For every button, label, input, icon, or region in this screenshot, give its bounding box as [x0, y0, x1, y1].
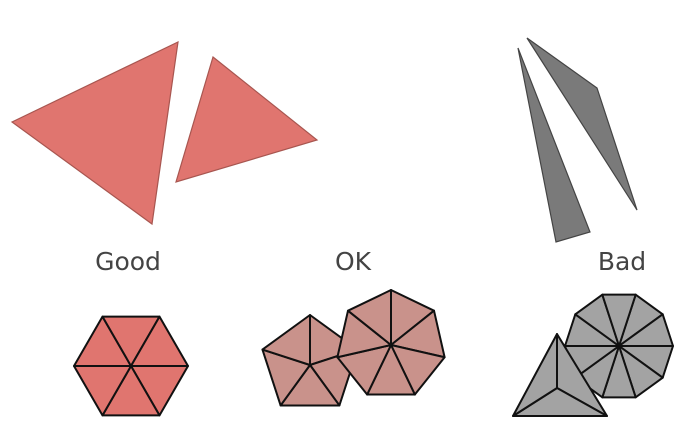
bad-small-triangle-mesh-triangle: [512, 333, 558, 417]
good-triangle-small: [175, 55, 319, 183]
label-good: Good: [95, 247, 161, 276]
bad-sliver-triangle-right: [526, 37, 638, 211]
good-hexagon-mesh: [73, 315, 189, 417]
bad-mesh: [512, 293, 674, 417]
good-triangle-large: [10, 40, 179, 226]
ok-polygon-mesh: [261, 289, 446, 407]
label-bad: Bad: [598, 247, 646, 276]
ok-heptagon-triangle: [346, 289, 392, 346]
bad-sliver-triangle-left: [517, 47, 591, 243]
bad-decagon-triangle: [601, 293, 637, 347]
bad-sliver-triangles: [517, 37, 638, 243]
good-mesh-triangle: [130, 315, 189, 367]
label-ok: OK: [335, 247, 372, 276]
ok-pentagon-triangle: [261, 314, 311, 366]
good-triangles: [10, 40, 319, 226]
